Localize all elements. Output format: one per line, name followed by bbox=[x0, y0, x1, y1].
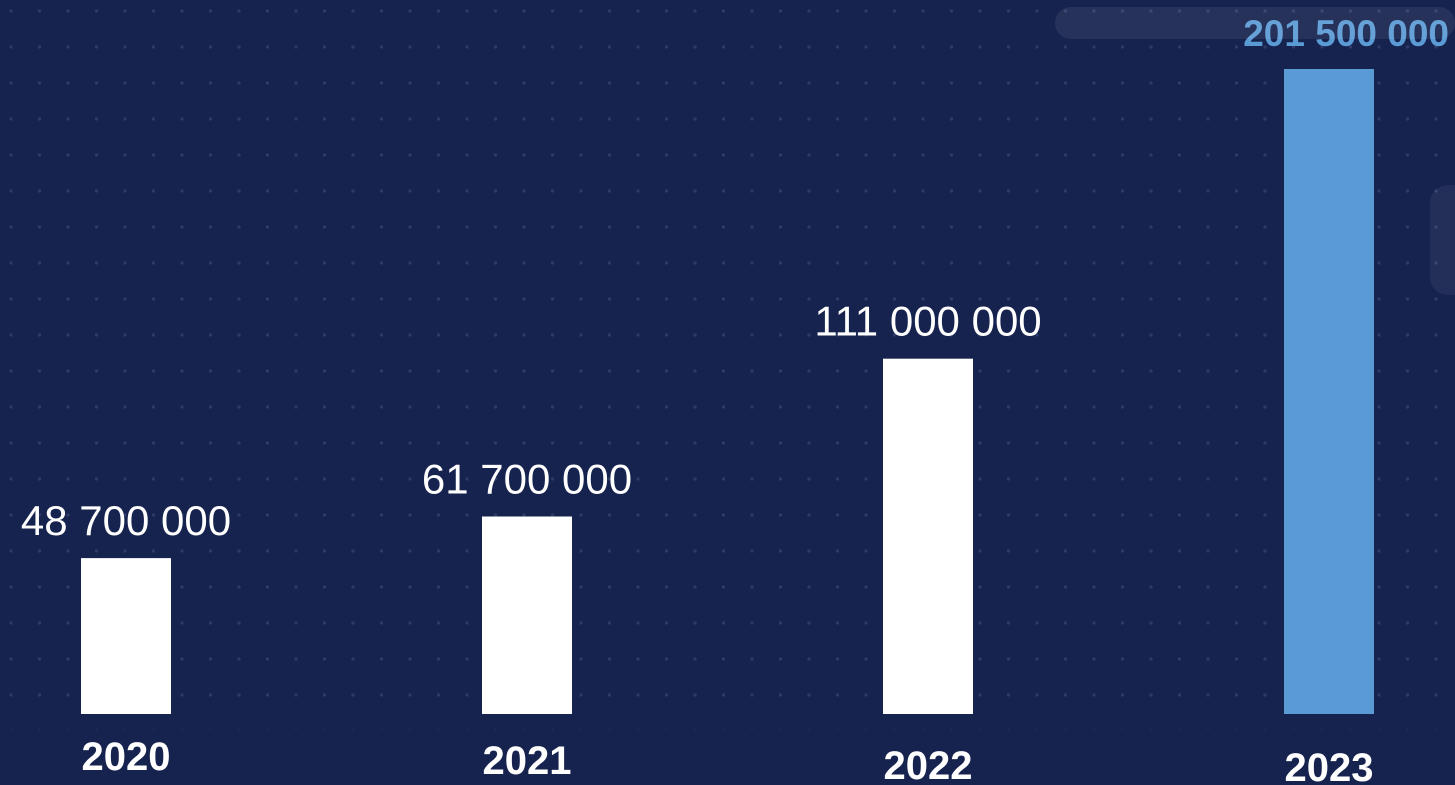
x-tick-label-2022: 2022 bbox=[884, 744, 973, 785]
labels-layer: 48 700 000 2020 61 700 000 2021 111 000 000 2… bbox=[21, 13, 1449, 785]
dot-grid-background bbox=[0, 0, 1455, 730]
bar-2023 bbox=[1284, 69, 1374, 714]
x-tick-label-2023: 2023 bbox=[1285, 746, 1374, 785]
decorative-tab bbox=[1430, 185, 1455, 295]
bar-2022 bbox=[883, 358, 973, 714]
x-tick-label-2021: 2021 bbox=[483, 739, 572, 783]
bar-2021 bbox=[482, 516, 572, 714]
x-tick-label-2020: 2020 bbox=[82, 735, 171, 779]
data-label-2023: 201 500 000 bbox=[1243, 13, 1449, 54]
data-label-2021: 61 700 000 bbox=[422, 455, 632, 502]
data-label-2022: 111 000 000 bbox=[814, 298, 1041, 345]
bar-2020 bbox=[81, 558, 171, 714]
data-label-2020: 48 700 000 bbox=[21, 497, 231, 544]
bars-layer bbox=[81, 69, 1374, 714]
decorative-pill bbox=[1055, 7, 1455, 39]
